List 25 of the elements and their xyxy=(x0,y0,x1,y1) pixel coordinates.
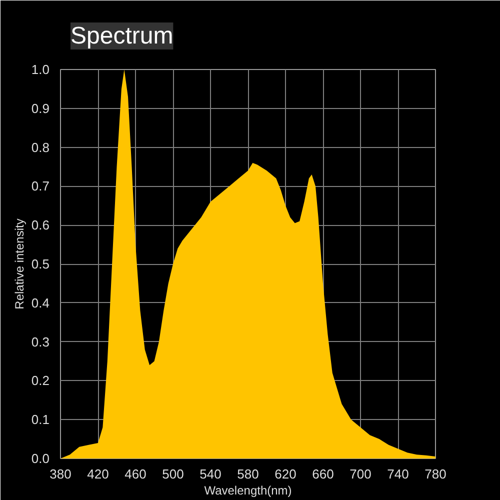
x-tick-label: 500 xyxy=(162,466,184,482)
x-tick-label: 740 xyxy=(387,466,409,482)
chart-title: Spectrum xyxy=(70,22,174,50)
x-tick-label: 780 xyxy=(424,466,446,482)
y-tick-label: 1.0 xyxy=(31,62,50,77)
y-tick-label: 0.5 xyxy=(31,256,50,272)
y-axis-title: Relative intensity xyxy=(12,218,26,310)
x-tick-label: 580 xyxy=(237,466,259,482)
y-tick-label: 0.6 xyxy=(31,218,50,233)
y-tick-label: 0.9 xyxy=(31,100,50,116)
y-tick-label: 0.0 xyxy=(31,451,50,466)
x-tick-label: 460 xyxy=(124,466,146,482)
x-tick-label: 620 xyxy=(274,466,296,482)
x-tick-label: 380 xyxy=(50,466,72,482)
y-tick-label: 0.1 xyxy=(31,412,50,428)
x-axis-title: Wavelength(nm) xyxy=(204,484,292,498)
y-tick-label: 0.7 xyxy=(31,178,50,194)
y-tick-label: 0.2 xyxy=(31,373,50,388)
y-tick-label: 0.8 xyxy=(31,140,50,155)
x-tick-label: 700 xyxy=(350,466,372,482)
y-tick-label: 0.3 xyxy=(31,334,50,350)
x-tick-label: 420 xyxy=(87,466,109,482)
x-tick-label: 540 xyxy=(200,466,222,482)
x-tick-label: 660 xyxy=(312,466,334,482)
y-tick-label: 0.4 xyxy=(31,295,50,310)
